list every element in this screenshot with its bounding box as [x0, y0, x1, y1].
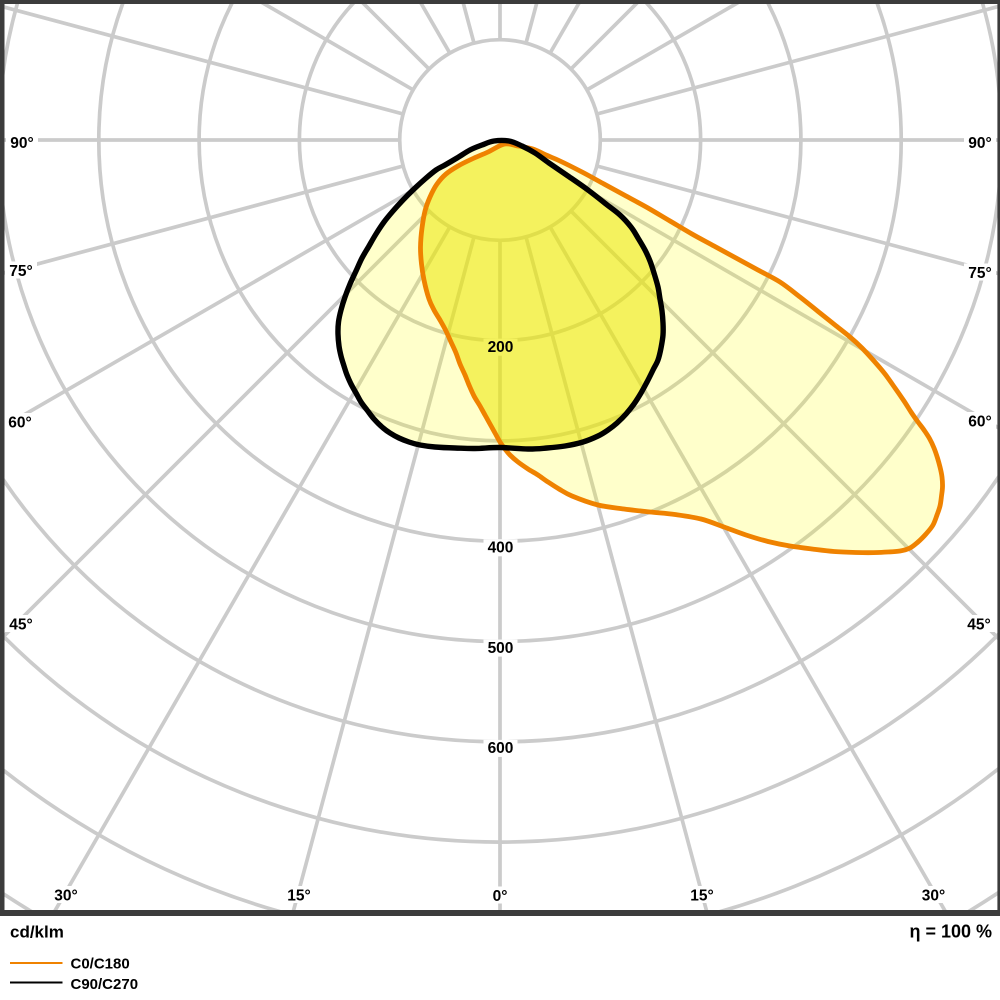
- svg-text:400: 400: [488, 540, 514, 557]
- svg-text:0°: 0°: [493, 888, 508, 905]
- svg-text:45°: 45°: [967, 616, 990, 633]
- svg-text:C90/C270: C90/C270: [71, 976, 139, 993]
- svg-text:200: 200: [488, 339, 514, 356]
- svg-text:η = 100 %: η = 100 %: [909, 922, 992, 942]
- svg-text:90°: 90°: [10, 135, 33, 152]
- svg-text:60°: 60°: [8, 414, 31, 431]
- svg-text:15°: 15°: [690, 887, 713, 904]
- svg-text:30°: 30°: [922, 887, 945, 904]
- svg-text:cd/klm: cd/klm: [10, 923, 64, 942]
- svg-text:45°: 45°: [9, 616, 32, 633]
- svg-text:15°: 15°: [287, 887, 310, 904]
- svg-text:75°: 75°: [968, 265, 991, 282]
- svg-text:500: 500: [488, 640, 514, 657]
- svg-text:75°: 75°: [9, 263, 32, 280]
- svg-text:30°: 30°: [54, 887, 77, 904]
- svg-text:90°: 90°: [968, 135, 991, 152]
- svg-text:600: 600: [488, 740, 514, 757]
- svg-text:C0/C180: C0/C180: [71, 956, 130, 973]
- svg-text:60°: 60°: [968, 413, 991, 430]
